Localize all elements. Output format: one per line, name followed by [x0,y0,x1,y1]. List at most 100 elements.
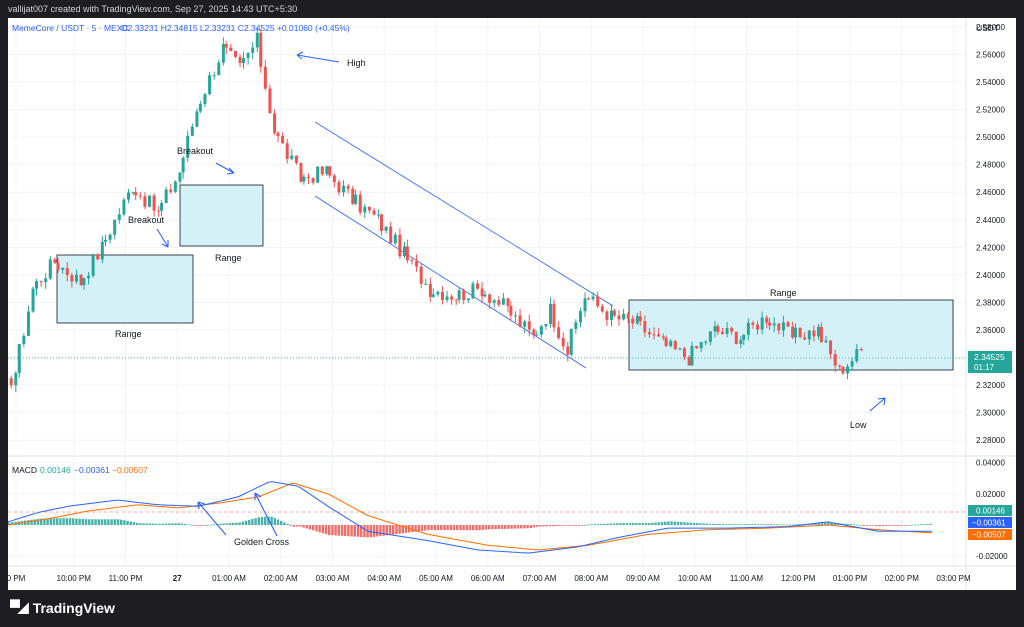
candle-body [44,278,48,283]
macd-histogram-bar [203,525,206,526]
macd-histogram-bar [340,525,344,536]
candle-body [720,331,724,335]
macd-histogram-bar [363,525,366,538]
candle-body [635,316,639,324]
candle-body [108,234,112,240]
candle-body [325,166,329,175]
annotations [156,51,886,537]
macd-histogram-bar [276,519,280,526]
macd-histogram-bar [792,524,795,526]
macd-histogram-bar [420,525,424,531]
macd-histogram-bar [766,524,769,526]
candle-body [652,334,656,336]
macd-histogram-bar [702,523,705,526]
candle-body [82,278,86,286]
macd-histogram-bar [59,518,62,526]
candle-body [403,246,406,257]
macd-histogram-bar [526,525,529,529]
candle-body [600,306,604,312]
candle-body [552,303,556,328]
candle-body [415,261,419,267]
candle-body [160,203,164,211]
macd-histogram-bar [225,523,228,526]
macd-histogram-bar [894,525,897,526]
symbol-title[interactable]: MemeCore / USDT · 5 · MEXC [12,23,129,33]
macd-histogram-bar [843,523,846,526]
price-axis[interactable]: 2.58000 2.56000 2.54000 2.52000 2.50000 2.480… [976,23,1005,445]
macd-histogram-bar [497,525,500,530]
candle-body [739,339,743,344]
chart-panel[interactable]: 2.58000 2.56000 2.54000 2.52000 2.50000 2.480… [0,18,1016,590]
macd-histogram-bar [478,525,481,531]
macd-tick-label: 0.04000 [976,459,1005,468]
macd-histogram-bar [763,524,766,526]
candle-body [690,345,694,366]
candle-body [242,58,245,64]
candle-body [699,342,703,349]
macd-histogram-bar [337,525,340,536]
candle-body [113,219,117,235]
candle-body [457,290,461,300]
macd-histogram-bar [472,525,475,531]
tradingview-logo[interactable]: ▀◢ TradingView [10,599,115,616]
candle-body [436,291,440,295]
macd-histogram-bar [440,525,443,531]
macd-histogram-bar [116,519,120,526]
candle-body [195,111,199,127]
macd-histogram-bar [667,521,670,526]
candle-body [751,322,755,325]
macd-histogram-bar [56,518,59,526]
macd-line-badge [968,517,1012,528]
candle-body [100,241,104,260]
macd-histogram-bar [900,525,904,526]
candle-body [781,322,785,331]
macd-histogram-bar [571,525,574,526]
candle-body [587,298,590,300]
macd-histogram-bar [184,523,187,526]
candle-body [405,246,409,261]
macd-histogram-bar [100,519,104,526]
macd-tick-label: -0.02000 [976,552,1008,561]
candle-body [687,357,691,366]
candle-body [819,326,823,343]
candle-body [471,283,475,299]
macd-axis[interactable]: 0.04000 0.02000 -0.02000 [976,459,1008,562]
time-tick-label: 02:00 PM [885,574,920,583]
macd-histogram-bar [424,525,427,531]
macd-histogram-bar [750,524,753,526]
candle-body [450,296,454,300]
macd-histogram-bar [651,522,654,526]
candle-body [846,366,850,374]
macd-histogram-bar [171,523,174,526]
candle-body [725,327,729,335]
macd-histogram-bar [676,521,680,526]
price-chart[interactable]: 2.58000 2.56000 2.54000 2.52000 2.50000 2.480… [0,18,1016,590]
candles-layer [0,27,863,393]
breakout-arrow-2 [215,162,235,175]
macd-histogram-bar [673,521,676,526]
candle-body [328,166,332,176]
macd-histogram-bar [446,525,449,531]
candle-body [384,226,388,231]
macd-histogram-bar [555,525,558,527]
candle-body [122,199,126,215]
time-axis[interactable]: 0 PM 10:00 PM 11:00 PM 27 01:00 AM 02:00 AM 03… [7,574,971,583]
candle-body [311,177,315,183]
candle-body [622,313,626,320]
macd-histogram-bar [136,522,139,526]
candle-body [65,268,69,276]
candle-body [79,274,83,286]
candle-body [859,349,863,351]
macd-histogram-bar [568,525,571,526]
candle-body [138,195,142,197]
candle-body [772,323,776,326]
price-tick-label: 2.40000 [976,271,1005,280]
macd-histogram-bar [692,522,696,526]
candle-body [610,310,613,320]
macd-histogram-bar [209,524,212,526]
macd-histogram-bar [260,517,264,526]
macd-histogram-bar [865,525,868,526]
candle-body [363,206,367,213]
macd-histogram-bar [465,525,468,531]
macd-histogram-bar [148,523,152,526]
